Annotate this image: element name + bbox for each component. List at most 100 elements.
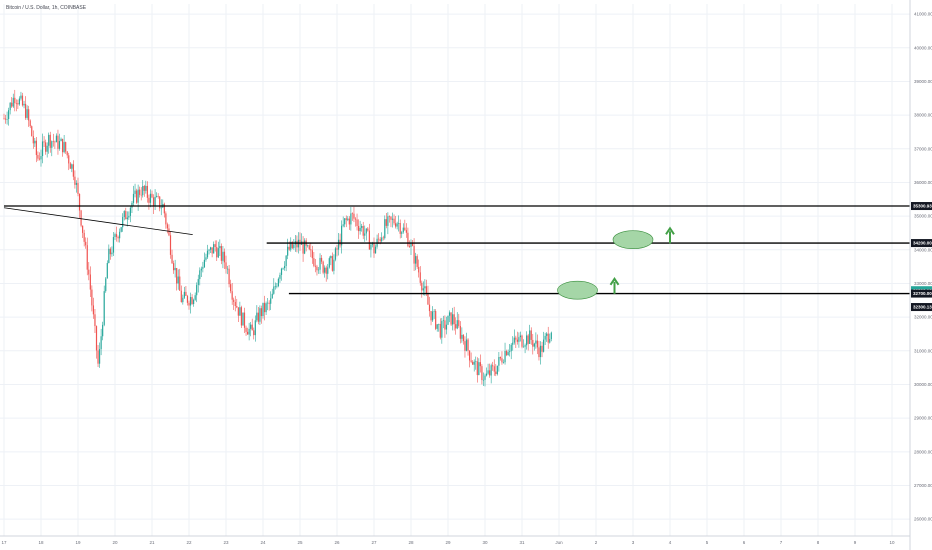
candle-body [271,293,273,299]
candle-body [233,299,235,302]
candle-body [299,239,301,245]
candle-body [254,320,256,336]
candle-body [8,110,10,120]
candle-body [240,307,243,326]
candle-body [468,350,471,361]
candle-body [435,311,437,329]
candle-body [337,239,340,250]
candle-body [279,274,281,279]
x-tick-label: 18 [38,540,44,545]
candle-body [174,267,176,271]
candle-body [159,196,161,209]
candle-body [257,312,259,322]
candle-body [368,230,370,250]
candle-body [75,183,78,185]
candle-body [172,263,175,271]
candles [3,89,552,387]
candle-body [401,232,403,234]
candle-body [374,246,377,254]
x-tick-label: 25 [297,540,303,545]
candle-body [285,255,287,267]
candle-body [171,254,173,264]
candle-body [137,189,139,203]
candle-body [188,302,190,306]
candle-body [86,245,88,270]
candle-body [544,335,546,340]
candle-body [9,102,11,111]
y-tick-label: 29000.00 [914,416,932,421]
candle-body [481,366,483,381]
candle-body [427,294,429,305]
candle-body [370,244,372,250]
candle-body [179,276,181,291]
candle-body [98,349,101,364]
candle-body [48,134,50,146]
candle-body [97,350,99,364]
candle-body [310,249,312,251]
x-tick-label: 29 [445,540,451,545]
y-tick-label: 39000.00 [914,79,932,84]
candle-body [222,251,224,261]
candle-body [193,299,195,305]
candle-body [105,278,107,292]
candle-body [357,225,360,232]
candle-body [447,315,449,325]
candle-body [436,324,438,329]
candle-body [100,336,102,350]
candle-body [197,279,199,286]
candle-body [120,227,122,232]
candle-body [450,312,452,325]
candle-body [498,357,500,366]
candle-body [85,241,87,246]
candle-body [239,307,241,316]
candle-body [347,218,349,220]
x-tick-label: 19 [75,540,81,545]
candle-body [265,303,267,313]
grid [0,4,910,536]
candle-body [31,126,33,137]
y-tick-label: 41000.00 [914,12,932,17]
candle-body [74,176,76,185]
candle-body [23,103,25,106]
candle-body [248,328,250,335]
candle-body [362,226,364,236]
candle-body [458,320,460,326]
candle-body [407,232,409,247]
x-tick-label: 3 [632,540,635,545]
candle-body [68,155,70,164]
candle-body [66,151,68,156]
candle-body [65,142,67,152]
candle-body [55,135,58,143]
candle-body [487,370,489,374]
candle-body [378,238,380,240]
x-tick-label: 22 [186,540,192,545]
y-tick-label: 31000.00 [914,348,932,353]
candle-body [251,324,253,331]
candle-body [478,362,480,376]
candle-body [29,120,31,127]
candle-body [342,224,344,226]
candle-body [200,268,202,271]
candle-body [72,164,74,177]
candle-body [293,244,295,249]
candle-body [390,216,392,220]
candle-body [226,268,229,270]
candle-body [245,327,247,332]
candle-body [26,109,28,118]
candle-body [291,241,293,249]
horizontal-levels[interactable] [3,205,910,295]
candle-body [156,195,158,197]
candle-body [428,304,431,312]
price-label: 34200.00 [913,241,932,246]
candle-body [139,189,141,195]
candle-body [106,263,108,279]
candle-body [268,302,270,304]
y-tick-label: 28000.00 [914,449,932,454]
candle-body [334,248,337,260]
candle-body [183,291,185,298]
candle-body [465,339,468,351]
y-tick-label: 34000.00 [914,247,932,252]
candle-body [60,138,62,142]
